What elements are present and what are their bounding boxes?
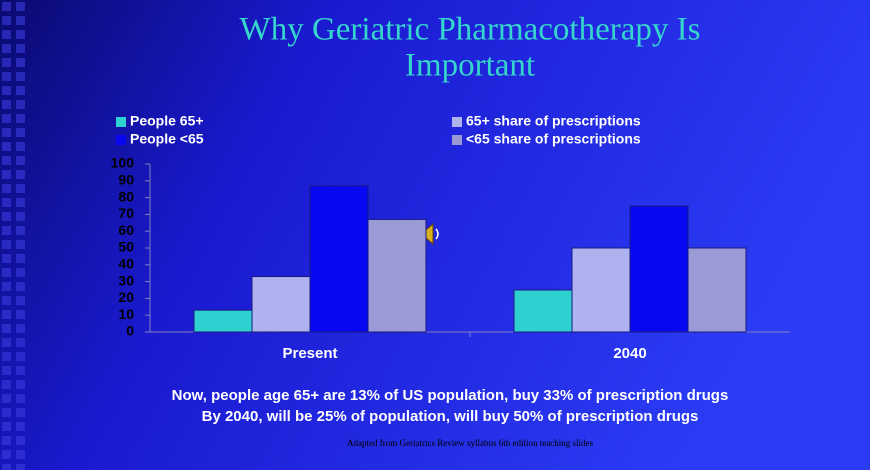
- chart-title: Why Geriatric Pharmacotherapy Is: [240, 12, 701, 48]
- bar: [193, 309, 253, 333]
- bar: [251, 276, 311, 333]
- bar: [513, 289, 573, 333]
- note: By 2040, will be 25% of population, will…: [202, 408, 699, 425]
- legend-label: <65 share of prescriptions: [466, 131, 641, 147]
- chart-title: Important: [405, 48, 535, 84]
- legend-swatch: [116, 117, 126, 127]
- bar: [309, 185, 369, 333]
- bar: [571, 247, 631, 333]
- y-tick-label: 70: [118, 205, 134, 221]
- legend-label: 65+ share of prescriptions: [466, 113, 641, 129]
- bar: [629, 205, 689, 333]
- legend-swatch: [452, 117, 462, 127]
- y-tick-label: 50: [118, 239, 134, 255]
- y-tick-label: 10: [118, 306, 134, 322]
- note: Now, people age 65+ are 13% of US popula…: [172, 387, 729, 404]
- x-tick-label: 2040: [613, 345, 646, 362]
- legend-swatch: [116, 135, 126, 145]
- source: Adapted from Geriatrics Review syllabus …: [347, 438, 593, 448]
- legend-label: People <65: [130, 131, 204, 147]
- x-tick-label: Present: [282, 345, 337, 362]
- bar: [367, 218, 427, 333]
- y-tick-label: 100: [111, 155, 135, 171]
- legend-label: People 65+: [130, 113, 204, 129]
- y-tick-label: 0: [126, 323, 134, 339]
- y-tick-label: 20: [118, 289, 134, 305]
- y-tick-label: 90: [118, 172, 134, 188]
- y-tick-label: 80: [118, 188, 134, 204]
- decor-strip: [0, 0, 28, 470]
- y-tick-label: 40: [118, 256, 134, 272]
- legend-swatch: [452, 135, 462, 145]
- y-tick-label: 60: [118, 222, 134, 238]
- bar: [687, 247, 747, 333]
- y-tick-label: 30: [118, 272, 134, 288]
